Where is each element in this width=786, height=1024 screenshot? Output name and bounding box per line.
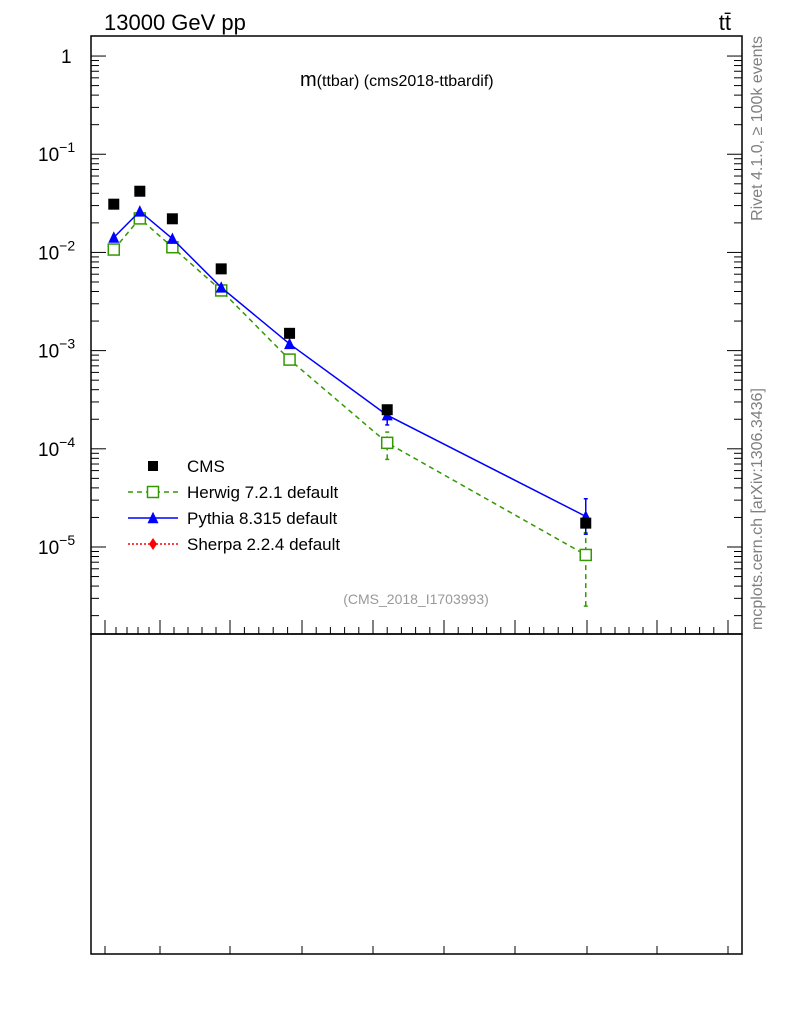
rivet-version-label: Rivet 4.1.0, ≥ 100k events: [749, 36, 766, 221]
data-point: [166, 213, 178, 225]
ratio-plot-frame: [90, 633, 743, 955]
y-tick-label: 10−5: [38, 532, 75, 559]
data-point: [108, 231, 120, 243]
chart-title-sub: (ttbar) (cms2018-ttbardif): [317, 73, 494, 90]
mcplots-label: mcplots.cern.ch [arXiv:1306.3436]: [749, 388, 766, 630]
x-axis-ticks: [104, 620, 729, 954]
data-point: [380, 436, 394, 450]
data-point: [108, 198, 120, 210]
data-point: [134, 205, 146, 217]
legend-entry: Pythia 8.315 default: [128, 509, 338, 528]
data-point: [284, 327, 296, 339]
data-point: [134, 185, 146, 197]
legend-marker: [148, 461, 158, 471]
legend-marker: [146, 485, 160, 499]
legend-label: Sherpa 2.2.4 default: [187, 535, 340, 554]
analysis-id-label: (CMS_2018_I1703993): [343, 591, 489, 607]
legend-entry: Herwig 7.2.1 default: [128, 483, 338, 502]
data-point: [580, 517, 592, 529]
legend-label: CMS: [187, 457, 225, 476]
data-point: [215, 281, 227, 293]
y-tick-label: 10−1: [38, 139, 75, 166]
series-layer: [107, 185, 593, 607]
data-point: [284, 337, 296, 350]
legend-label: Pythia 8.315 default: [187, 509, 338, 528]
y-tick-label: 10−2: [38, 237, 75, 264]
legend: CMS Herwig 7.2.1 default Pythia 8.315 defa…: [128, 457, 340, 554]
series-line: [113, 217, 587, 556]
legend-entry: Sherpa 2.2.4 default: [128, 535, 340, 554]
data-point: [215, 263, 227, 275]
y-axis-labels: 1 10−1 10−2 10−3 10−4 10−5: [38, 47, 75, 559]
legend-marker: [149, 538, 157, 550]
y-tick-label: 1: [61, 47, 72, 68]
series-cms: [108, 185, 592, 529]
chart-title: m(ttbar) (cms2018-ttbardif): [300, 69, 494, 91]
y-tick-label: 10−3: [38, 336, 75, 363]
energy-label: 13000 GeV pp: [104, 10, 246, 35]
data-point: [381, 404, 393, 416]
process-label: tt̄: [719, 10, 731, 35]
data-point: [166, 232, 178, 244]
chart-title-main: m: [300, 69, 317, 91]
series-herwig-7-2-1-default: [107, 212, 593, 607]
data-point: [283, 353, 296, 366]
series-pythia-8-315-default: [108, 205, 592, 535]
y-axis-ticks: [91, 55, 742, 617]
legend-entry: CMS: [148, 457, 225, 476]
legend-marker: [147, 511, 159, 524]
legend-label: Herwig 7.2.1 default: [187, 483, 338, 502]
y-tick-label: 10−4: [38, 434, 75, 461]
data-point: [579, 548, 593, 562]
data-point: [107, 243, 121, 256]
